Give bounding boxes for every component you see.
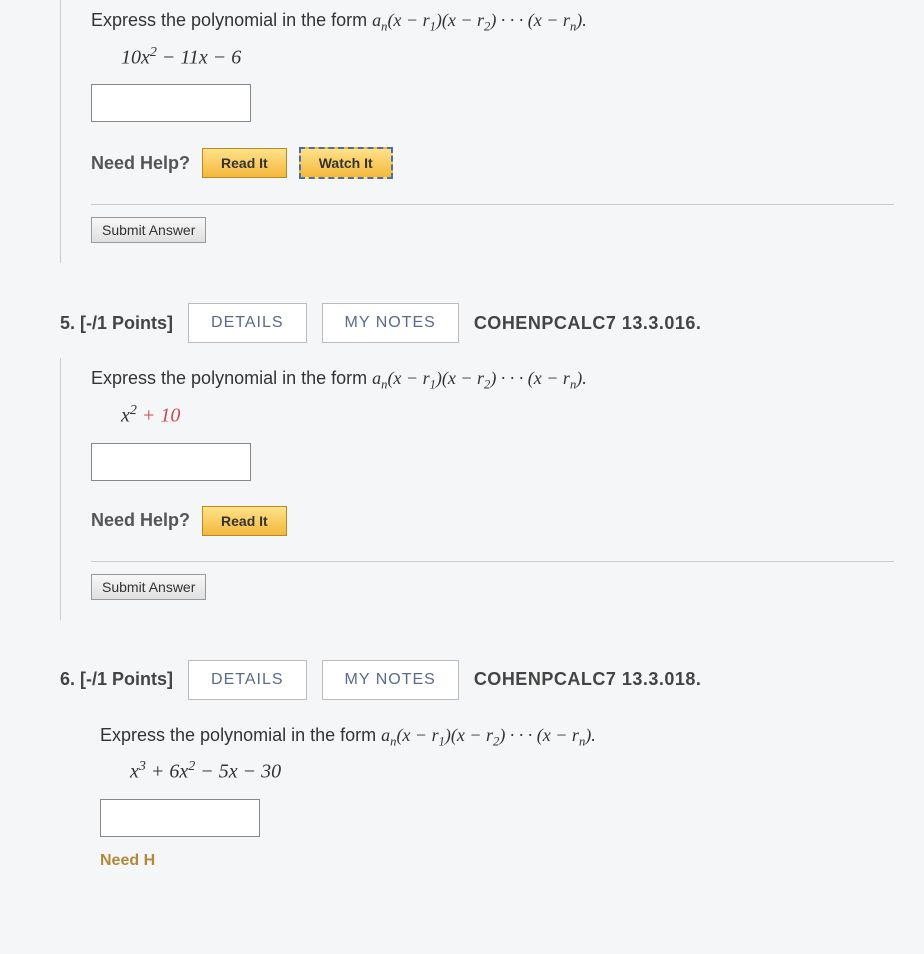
polynomial-expression: x3 + 6x2 − 5x − 30 [130,759,894,784]
prompt-prefix: Express the polynomial in the form [100,725,381,745]
factored-form: an(x − r1)(x − r2) · · · (x − rn). [372,368,587,388]
watch-it-button[interactable]: Watch It [299,147,393,179]
polynomial-expression: 10x2 − 11x − 6 [121,45,894,70]
my-notes-button[interactable]: MY NOTES [322,303,459,343]
reference-label: COHENPCALC7 13.3.018. [474,669,702,690]
prompt-prefix: Express the polynomial in the form [91,368,372,388]
submit-answer-button[interactable]: Submit Answer [91,217,206,243]
question-6-header: 6. [-/1 Points] DETAILS MY NOTES COHENPC… [60,640,924,715]
question-4-body: Express the polynomial in the form an(x … [60,0,924,263]
factored-form: an(x − r1)(x − r2) · · · (x − rn). [381,725,596,745]
my-notes-button[interactable]: MY NOTES [322,660,459,700]
polynomial-expression: x2 + 10 [121,403,894,428]
details-button[interactable]: DETAILS [188,660,307,700]
question-prompt: Express the polynomial in the form an(x … [91,368,894,393]
answer-input[interactable] [100,799,260,837]
submit-answer-button[interactable]: Submit Answer [91,574,206,600]
factored-form: an(x − r1)(x − r2) · · · (x − rn). [372,10,587,30]
points-label: [-/1 Points] [80,313,173,333]
read-it-button[interactable]: Read It [202,148,287,178]
read-it-button[interactable]: Read It [202,506,287,536]
question-number: 6. [-/1 Points] [60,669,173,690]
divider [91,204,894,205]
question-5-header: 5. [-/1 Points] DETAILS MY NOTES COHENPC… [60,283,924,358]
question-number: 5. [-/1 Points] [60,313,173,334]
question-5-body: Express the polynomial in the form an(x … [60,358,924,619]
prompt-prefix: Express the polynomial in the form [91,10,372,30]
points-label: [-/1 Points] [80,669,173,689]
divider [91,561,894,562]
question-prompt: Express the polynomial in the form an(x … [91,10,894,35]
reference-label: COHENPCALC7 13.3.016. [474,313,702,334]
need-help-partial: Need H [100,852,894,870]
answer-input[interactable] [91,443,251,481]
question-6-body: Express the polynomial in the form an(x … [60,715,924,890]
answer-input[interactable] [91,84,251,122]
details-button[interactable]: DETAILS [188,303,307,343]
need-help-label: Need Help? [91,153,190,174]
need-help-label: Need Help? [91,510,190,531]
question-prompt: Express the polynomial in the form an(x … [100,725,894,750]
